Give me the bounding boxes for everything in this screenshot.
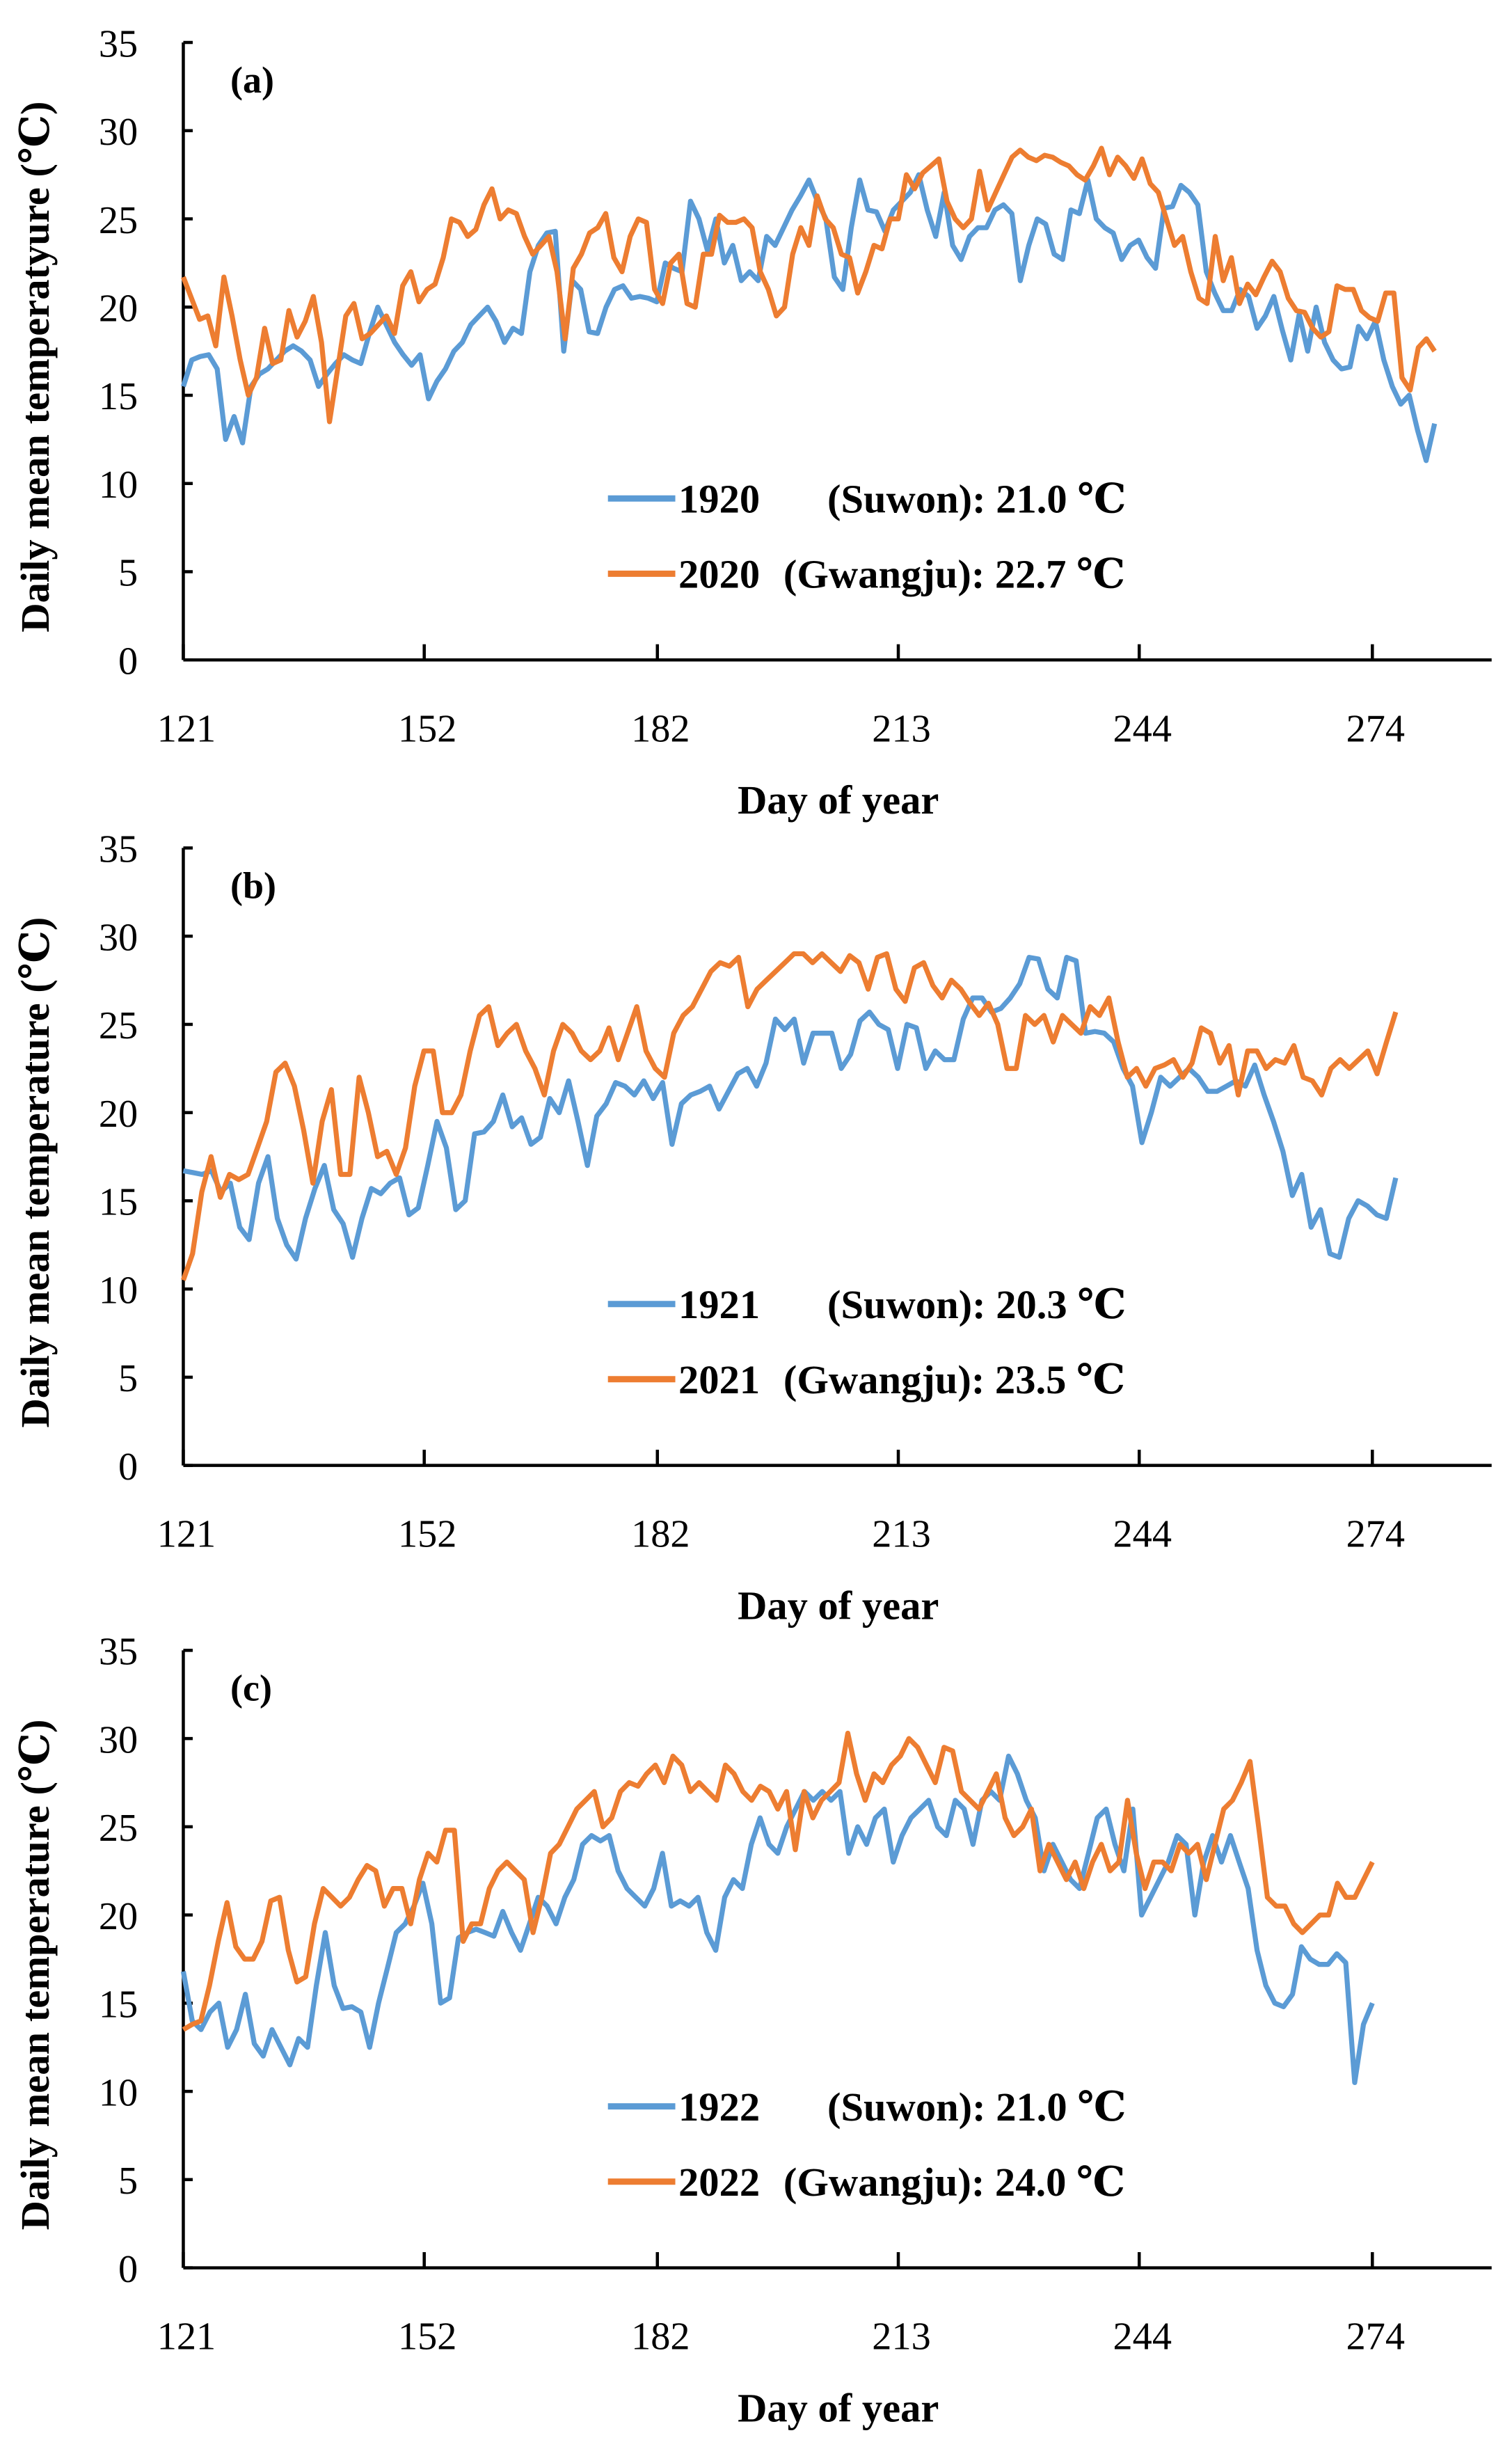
x-tick-label: 213: [872, 1513, 930, 1556]
x-tick-label: 121: [157, 2315, 216, 2359]
y-tick-label: 30: [99, 916, 138, 959]
x-tick-label: 121: [157, 707, 216, 750]
y-tick-label: 15: [99, 1983, 138, 2027]
y-axis-title: Daily mean temperature (℃): [13, 917, 58, 1428]
legend-label: (Gwangju): 24.0 ℃: [783, 2160, 1125, 2205]
y-tick-label: 0: [118, 1445, 138, 1489]
panel-label: (c): [230, 1667, 272, 1709]
chart-panel-c: 0 5 10 15 20 25 30 35 121 152 182 213 244 274 Day of y…: [13, 1631, 1492, 2430]
panel-label: (a): [230, 59, 274, 101]
x-tick-label: 244: [1113, 1513, 1172, 1556]
x-axis-title: Day of year: [738, 777, 939, 823]
y-tick-label: 15: [99, 1181, 138, 1224]
x-tick-label: 152: [398, 707, 456, 750]
y-tick-label: 30: [99, 1718, 138, 1761]
x-tick-label: 274: [1346, 1513, 1405, 1556]
x-tick-label: 244: [1113, 707, 1172, 750]
y-axis-title: Daily mean temperature (℃): [13, 1720, 58, 2231]
series-line-1922: [180, 1753, 1375, 2086]
x-tick-label: 274: [1346, 707, 1405, 750]
legend-year: 1922: [678, 2084, 760, 2130]
y-tick-label: 0: [118, 640, 138, 683]
series-line-2020: [181, 145, 1437, 425]
x-axis-title: Day of year: [738, 2385, 939, 2430]
x-tick-label: 182: [631, 1513, 690, 1556]
x-tick-label: 274: [1346, 2315, 1405, 2359]
y-tick-label: 25: [99, 1807, 138, 1850]
x-tick-label: 182: [631, 707, 690, 750]
y-tick-label: 30: [99, 111, 138, 154]
chart-panel-b: 0 5 10 15 20 25 30 35 121 152 182 213 244 274 Day of y…: [13, 828, 1492, 1628]
y-tick-label: 5: [118, 2160, 138, 2203]
legend-label: (Gwangju): 22.7 ℃: [783, 552, 1125, 597]
y-axis-title: Daily mean temperatyure (℃): [13, 102, 58, 633]
series-line-1921: [182, 955, 1399, 1262]
series-line-2021: [181, 951, 1399, 1281]
y-tick-label: 25: [99, 1004, 138, 1047]
y-tick-label: 20: [99, 1895, 138, 1938]
legend-year: 2020: [678, 552, 760, 597]
y-tick-label: 0: [118, 2248, 138, 2291]
x-tick-label: 121: [157, 1513, 216, 1556]
y-tick-label: 35: [99, 828, 138, 871]
y-tick-label: 5: [118, 1357, 138, 1400]
series-line-1920: [181, 172, 1438, 464]
series-line-2022: [182, 1730, 1375, 2032]
y-tick-label: 35: [99, 1631, 138, 1674]
x-tick-label: 244: [1113, 2315, 1172, 2359]
legend-year: 1920: [678, 477, 760, 522]
legend-label: (Suwon): 21.0 ℃: [827, 2084, 1127, 2130]
y-tick-label: 10: [99, 2071, 138, 2114]
y-tick-label: 10: [99, 1269, 138, 1312]
legend-year: 2021: [678, 1357, 760, 1402]
y-tick-label: 15: [99, 375, 138, 418]
x-tick-label: 182: [631, 2315, 690, 2359]
legend-label: (Gwangju): 23.5 ℃: [783, 1357, 1125, 1402]
legend-year: 2022: [678, 2160, 760, 2205]
legend-label: (Suwon): 20.3 ℃: [827, 1282, 1127, 1327]
x-axis-title: Day of year: [738, 1583, 939, 1628]
panel-label: (b): [230, 864, 276, 906]
y-tick-label: 35: [99, 22, 138, 65]
y-tick-label: 10: [99, 464, 138, 507]
x-tick-label: 213: [872, 2315, 930, 2359]
legend-label: (Suwon): 21.0 ℃: [827, 477, 1127, 522]
x-tick-label: 152: [398, 1513, 456, 1556]
y-tick-label: 25: [99, 199, 138, 242]
legend-year: 1921: [678, 1282, 760, 1327]
y-tick-label: 5: [118, 552, 138, 595]
x-tick-label: 213: [872, 707, 930, 750]
x-tick-label: 152: [398, 2315, 456, 2359]
y-tick-label: 20: [99, 287, 138, 331]
y-tick-label: 20: [99, 1093, 138, 1136]
chart-panel-a: 0 5 10 15 20 25 30 35 121 152 182 213 244 274 Day of y…: [13, 22, 1492, 823]
